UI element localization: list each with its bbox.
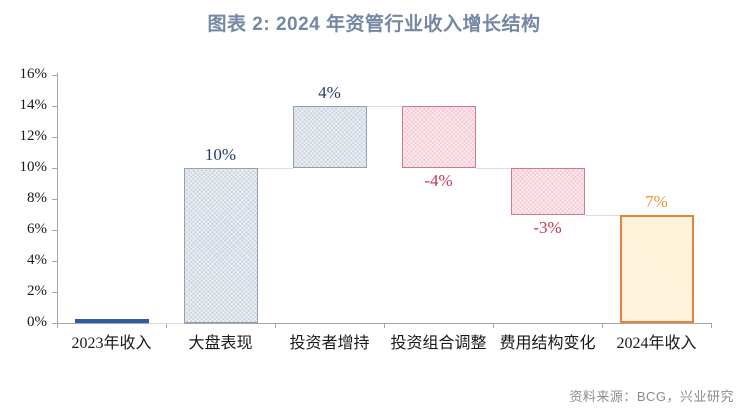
- y-axis-tick-label: 6%: [27, 221, 47, 237]
- x-axis-category-label: 投资者增持: [289, 335, 370, 352]
- x-axis-category-label: 费用结构变化: [499, 335, 596, 352]
- bar-投资组合调整: [401, 106, 476, 168]
- y-axis-tick-label: 16%: [19, 66, 48, 82]
- x-axis-tick: [384, 323, 385, 328]
- y-axis-tick-label: 0%: [27, 314, 47, 330]
- x-axis-category-label: 2023年收入: [71, 335, 152, 352]
- y-axis-tick: [52, 261, 57, 262]
- y-axis-tick: [52, 199, 57, 200]
- x-axis-tick: [275, 323, 276, 328]
- y-axis-tick: [52, 230, 57, 231]
- chart-title: 图表 2: 2024 年资管行业收入增长结构: [207, 14, 541, 35]
- y-axis-tick: [52, 323, 57, 324]
- y-axis-tick: [52, 106, 57, 107]
- x-axis-tick: [602, 323, 603, 328]
- y-axis-tick: [52, 137, 57, 138]
- bar-value-label: -3%: [533, 217, 562, 237]
- x-axis-tick: [57, 323, 58, 328]
- y-axis-tick-label: 10%: [19, 159, 48, 175]
- y-axis-tick-label: 14%: [19, 97, 48, 113]
- waterfall-connector: [257, 168, 293, 169]
- y-axis-tick: [52, 168, 57, 169]
- y-axis-tick: [52, 292, 57, 293]
- x-axis-category-label: 2024年收入: [616, 335, 697, 352]
- y-axis-tick-label: 4%: [27, 252, 47, 268]
- x-axis-tick: [166, 323, 167, 328]
- y-axis-tick-label: 2%: [27, 283, 47, 299]
- x-axis-category-label: 投资组合调整: [390, 335, 487, 352]
- bar-大盘表现: [183, 168, 258, 323]
- bar-投资者增持: [292, 106, 367, 168]
- waterfall-connector: [148, 323, 184, 324]
- x-axis-tick: [711, 323, 712, 328]
- source-note: 资料来源：BCG，兴业研究: [569, 389, 734, 404]
- x-axis-tick: [493, 323, 494, 328]
- x-axis-category-label: 大盘表现: [188, 335, 253, 352]
- y-axis-tick-label: 8%: [27, 190, 47, 206]
- bar-value-label: 7%: [645, 191, 668, 211]
- bar-value-label: 10%: [204, 145, 237, 164]
- bar-value-label: -4%: [424, 171, 453, 190]
- bar-费用结构变化: [510, 168, 585, 215]
- waterfall-connector: [366, 106, 402, 107]
- y-axis-line: [57, 73, 58, 328]
- y-axis-tick-label: 12%: [19, 128, 48, 144]
- waterfall-connector: [475, 168, 511, 169]
- bar-2023年收入: [74, 319, 149, 323]
- bar-value-label: 4%: [318, 83, 341, 102]
- waterfall-connector: [584, 214, 620, 216]
- bar-2024年收入: [619, 214, 694, 323]
- y-axis-tick: [52, 75, 57, 76]
